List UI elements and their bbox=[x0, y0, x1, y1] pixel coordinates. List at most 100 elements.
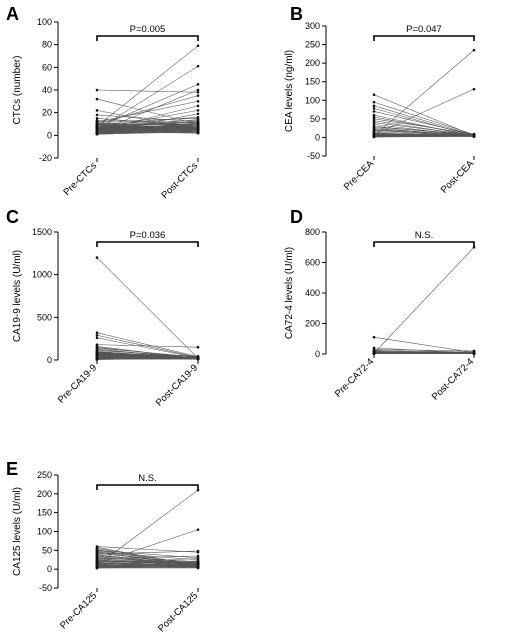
post-point bbox=[196, 554, 200, 558]
y-axis-title: CTCs (number) bbox=[12, 56, 23, 125]
paired-line bbox=[96, 557, 199, 568]
y-tick-label: 20 bbox=[42, 108, 52, 118]
significance-bracket bbox=[373, 241, 475, 247]
pre-point bbox=[95, 132, 99, 136]
pre-point bbox=[95, 336, 99, 340]
p-value-label: N.S. bbox=[415, 230, 433, 241]
pre-point bbox=[95, 117, 99, 120]
panel-letter: E bbox=[6, 459, 18, 479]
paired-line bbox=[96, 98, 199, 125]
post-point bbox=[472, 245, 476, 249]
post-point bbox=[196, 566, 200, 569]
paired-line bbox=[96, 550, 199, 555]
significance-bracket bbox=[96, 35, 199, 41]
y-axis-title: CA72-4 levels (U/ml) bbox=[284, 247, 295, 339]
post-point bbox=[196, 357, 200, 361]
x-category-label: Post-CA125 bbox=[156, 590, 200, 634]
x-category-label: Pre-CA72-4 bbox=[333, 356, 376, 399]
paired-line bbox=[373, 88, 475, 135]
paired-line bbox=[96, 344, 199, 348]
y-tick-label: 200 bbox=[305, 319, 320, 329]
paired-line bbox=[96, 563, 199, 567]
paired-line bbox=[373, 111, 475, 136]
paired-line bbox=[373, 126, 475, 135]
post-point bbox=[472, 87, 476, 91]
x-category-label: Pre-CA125 bbox=[58, 590, 99, 631]
y-tick-label: 100 bbox=[305, 95, 320, 105]
y-tick-label: 100 bbox=[37, 17, 52, 27]
pre-point bbox=[372, 351, 376, 355]
post-point bbox=[472, 135, 476, 138]
pre-point bbox=[372, 135, 376, 139]
paired-line bbox=[96, 45, 199, 127]
y-tick-label: 600 bbox=[305, 258, 320, 268]
pre-point bbox=[95, 546, 99, 549]
paired-line bbox=[96, 550, 199, 565]
paired-line bbox=[96, 122, 199, 125]
pre-point bbox=[95, 350, 99, 353]
paired-line bbox=[96, 334, 199, 358]
pre-point bbox=[372, 113, 376, 117]
pre-point bbox=[95, 130, 99, 134]
post-point bbox=[196, 104, 200, 108]
paired-line bbox=[373, 336, 475, 353]
y-tick-label: 50 bbox=[42, 545, 52, 555]
x-category-label: Post-CEA bbox=[439, 158, 477, 196]
post-point bbox=[196, 528, 200, 531]
post-point bbox=[196, 109, 200, 112]
p-value-label: N.S. bbox=[138, 473, 156, 484]
paired-line bbox=[96, 121, 199, 127]
pre-point bbox=[95, 561, 99, 565]
y-tick-label: 0 bbox=[315, 132, 320, 142]
significance-bracket bbox=[96, 484, 199, 490]
post-point bbox=[196, 83, 200, 86]
paired-line bbox=[96, 551, 199, 567]
panel-letter: B bbox=[290, 4, 303, 24]
y-tick-label: 150 bbox=[305, 77, 320, 87]
pre-point bbox=[372, 335, 376, 339]
post-point bbox=[196, 564, 200, 568]
paired-line bbox=[96, 556, 199, 567]
post-point bbox=[196, 345, 200, 349]
post-point bbox=[196, 122, 200, 126]
post-point bbox=[472, 48, 476, 52]
y-tick-label: 400 bbox=[305, 288, 320, 298]
paired-line bbox=[373, 130, 475, 136]
x-category-label: Post-CA72-4 bbox=[430, 356, 476, 402]
y-tick-label: 0 bbox=[47, 130, 52, 140]
y-tick-label: 250 bbox=[37, 470, 52, 480]
y-tick-label: 0 bbox=[47, 564, 52, 574]
y-tick-label: 0 bbox=[315, 349, 320, 359]
y-tick-label: 100 bbox=[37, 527, 52, 537]
paired-line bbox=[373, 114, 475, 137]
y-tick-label: 80 bbox=[42, 40, 52, 50]
paired-line bbox=[96, 127, 199, 130]
paired-line bbox=[373, 349, 475, 352]
pre-point bbox=[372, 115, 376, 119]
paired-line bbox=[373, 350, 475, 352]
y-tick-label: 200 bbox=[305, 58, 320, 68]
y-axis-title: CEA levels (ng/ml) bbox=[284, 50, 295, 132]
paired-line bbox=[96, 118, 199, 123]
post-point bbox=[196, 557, 200, 560]
post-point bbox=[196, 64, 200, 68]
p-value-label: P=0.047 bbox=[406, 24, 442, 35]
paired-line bbox=[96, 332, 199, 357]
panel-d: D 0 200 400 600 800 CA72-4 levels (U/ml) Pre-CA… bbox=[284, 207, 476, 403]
paired-line bbox=[96, 114, 199, 123]
paired-line bbox=[96, 84, 199, 128]
panel-letter: D bbox=[290, 207, 303, 227]
paired-line bbox=[373, 118, 475, 135]
panel-b: B -50 0 50 100 150 200 250 300 CEA levels (ng/ml)… bbox=[284, 4, 477, 196]
pre-point bbox=[95, 126, 99, 129]
pre-point bbox=[372, 119, 376, 123]
paired-line bbox=[373, 247, 475, 354]
x-category-label: Pre-CA19-9 bbox=[56, 362, 99, 405]
x-category-label: Pre-CEA bbox=[342, 158, 377, 193]
pre-point bbox=[95, 128, 99, 131]
pre-point bbox=[95, 109, 99, 112]
y-tick-label: -20 bbox=[39, 153, 52, 163]
paired-line bbox=[96, 353, 199, 360]
pre-point bbox=[95, 566, 99, 570]
post-point bbox=[472, 351, 476, 355]
